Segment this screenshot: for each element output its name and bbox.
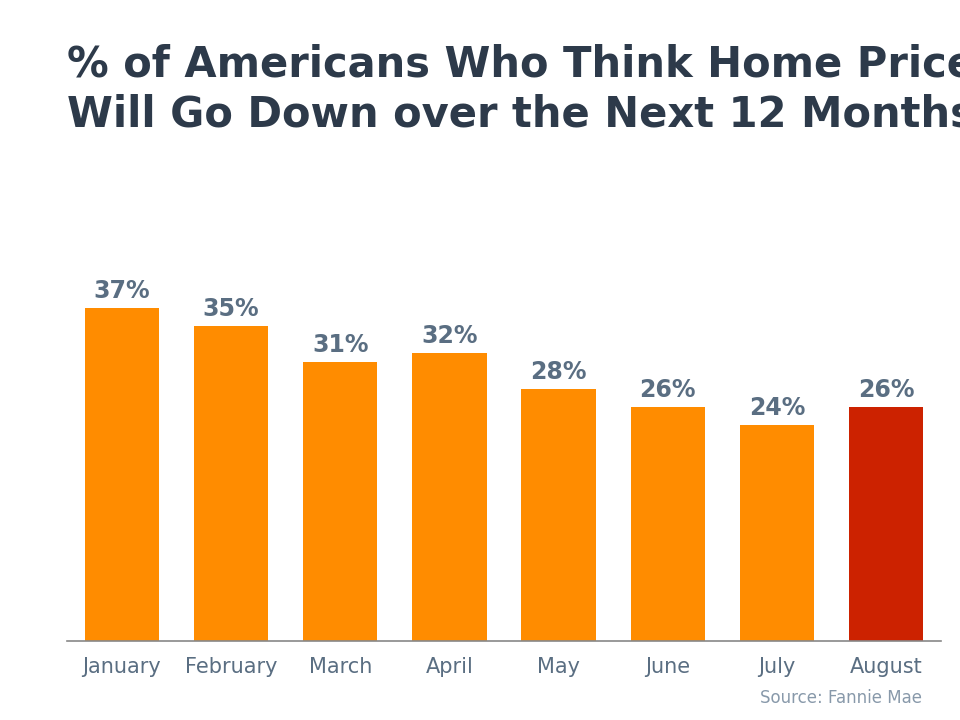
Bar bbox=[521, 389, 596, 641]
Bar bbox=[84, 307, 159, 641]
Text: % of Americans Who Think Home Prices
Will Go Down over the Next 12 Months: % of Americans Who Think Home Prices Wil… bbox=[67, 43, 960, 135]
Text: 32%: 32% bbox=[421, 324, 478, 348]
Bar bbox=[303, 361, 377, 641]
Text: 26%: 26% bbox=[858, 378, 915, 402]
Text: 37%: 37% bbox=[93, 279, 150, 303]
Text: 35%: 35% bbox=[203, 297, 259, 321]
Bar bbox=[412, 353, 487, 641]
Text: 28%: 28% bbox=[530, 360, 587, 384]
Text: 31%: 31% bbox=[312, 333, 369, 357]
Text: 26%: 26% bbox=[639, 378, 696, 402]
Bar bbox=[740, 425, 814, 641]
Bar bbox=[849, 407, 924, 641]
Text: 24%: 24% bbox=[749, 396, 805, 420]
Bar bbox=[631, 407, 705, 641]
Text: Source: Fannie Mae: Source: Fannie Mae bbox=[759, 689, 922, 707]
Bar bbox=[194, 325, 268, 641]
